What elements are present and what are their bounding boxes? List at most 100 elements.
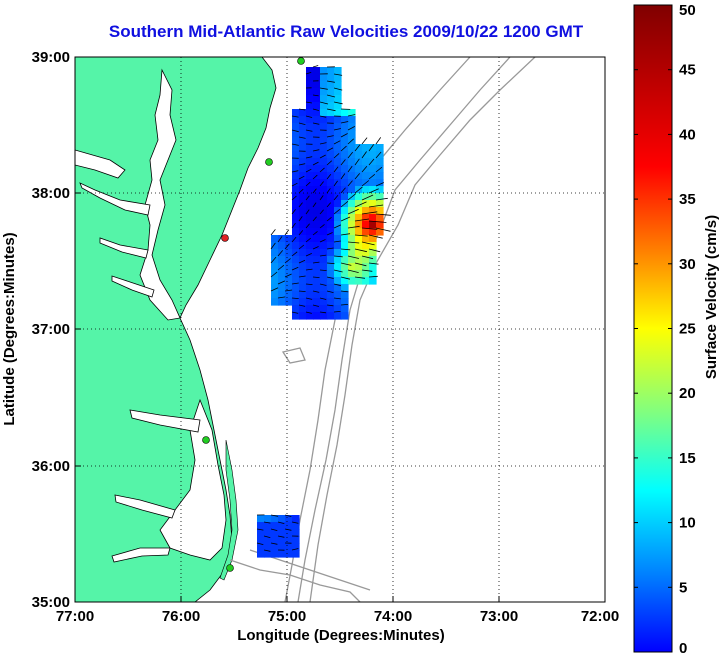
velocity-vector xyxy=(298,290,306,292)
velocity-cell xyxy=(327,186,335,194)
velocity-vector xyxy=(319,101,329,105)
velocity-vector xyxy=(305,223,310,229)
velocity-vector xyxy=(298,163,306,166)
colorbar-tick-label: 15 xyxy=(679,450,696,467)
velocity-vector xyxy=(319,311,327,314)
velocity-vectors xyxy=(256,65,391,552)
velocity-cell xyxy=(313,207,321,215)
velocity-cell xyxy=(313,200,321,208)
velocity-cell xyxy=(278,515,286,523)
velocity-cell xyxy=(341,228,349,236)
velocity-cell xyxy=(313,305,321,313)
velocity-vector xyxy=(319,269,327,271)
velocity-cell xyxy=(341,221,349,229)
velocity-vector xyxy=(326,135,334,138)
velocity-cell xyxy=(313,284,321,292)
velocity-cell xyxy=(257,543,265,551)
velocity-cell xyxy=(257,550,265,558)
velocity-cell xyxy=(278,529,286,537)
velocity-cell xyxy=(327,298,335,306)
velocity-vector xyxy=(333,101,343,105)
velocity-cell xyxy=(320,249,328,257)
velocity-cell xyxy=(292,305,300,313)
velocity-vector xyxy=(298,304,306,307)
velocity-cell xyxy=(327,263,335,271)
velocity-cell xyxy=(292,179,300,187)
velocity-cell xyxy=(341,284,349,292)
velocity-cell xyxy=(299,193,307,201)
velocity-cell xyxy=(292,291,300,299)
velocity-vector xyxy=(291,209,296,215)
velocity-cell xyxy=(369,242,377,250)
velocity-cell xyxy=(306,256,314,264)
velocity-vector xyxy=(305,129,313,132)
velocity-cell xyxy=(299,200,307,208)
velocity-cell xyxy=(348,130,356,138)
velocity-vector xyxy=(375,197,388,201)
velocity-cell xyxy=(334,116,342,124)
velocity-vector xyxy=(354,218,370,222)
velocity-vector xyxy=(333,166,339,173)
velocity-cell xyxy=(299,298,307,306)
velocity-cell xyxy=(320,109,328,117)
velocity-vector xyxy=(277,236,283,243)
velocity-cell xyxy=(299,228,307,236)
velocity-cell xyxy=(320,235,328,243)
velocity-cell xyxy=(341,298,349,306)
radar-station-marker xyxy=(202,436,210,444)
velocity-vector xyxy=(312,290,320,293)
velocity-cell xyxy=(376,186,384,194)
velocity-vector xyxy=(375,137,382,145)
velocity-vector xyxy=(312,261,320,264)
velocity-cell xyxy=(334,144,342,152)
velocity-cell xyxy=(334,165,342,173)
york-river xyxy=(111,275,155,298)
velocity-cell xyxy=(292,543,300,551)
velocity-cell xyxy=(334,284,342,292)
velocity-cell xyxy=(278,256,286,264)
velocity-cell xyxy=(355,277,363,285)
velocity-cell xyxy=(299,109,307,117)
velocity-cell xyxy=(292,172,300,180)
velocity-cell xyxy=(320,88,328,96)
velocity-cell xyxy=(362,256,370,264)
velocity-cell xyxy=(320,193,328,201)
grid xyxy=(75,57,605,602)
velocity-cell xyxy=(285,515,293,523)
velocity-vector xyxy=(333,269,343,273)
velocity-vector xyxy=(312,108,319,111)
velocity-cell xyxy=(362,172,370,180)
velocity-cell xyxy=(299,158,307,166)
velocity-cell xyxy=(292,214,300,222)
velocity-cell xyxy=(292,263,300,271)
velocity-cell xyxy=(320,179,328,187)
velocity-vector xyxy=(319,181,324,187)
velocity-cell xyxy=(341,305,349,313)
velocity-vector xyxy=(326,262,335,265)
velocity-vector xyxy=(319,115,327,118)
velocity-vector xyxy=(361,269,373,272)
velocity-cell xyxy=(320,74,328,82)
velocity-cell xyxy=(369,193,377,201)
velocity-vector xyxy=(340,200,349,208)
velocity-cell xyxy=(348,277,356,285)
velocity-vector xyxy=(312,304,319,307)
velocity-cell xyxy=(292,529,300,537)
velocity-vector xyxy=(340,121,349,124)
velocity-cell xyxy=(306,207,314,215)
velocity-cell xyxy=(306,221,314,229)
velocity-cell xyxy=(299,291,307,299)
velocity-cell xyxy=(292,298,300,306)
velocity-cell xyxy=(264,550,272,558)
velocity-cell xyxy=(320,242,328,250)
velocity-vector xyxy=(319,239,326,243)
velocity-cell xyxy=(292,158,300,166)
velocity-vector xyxy=(305,156,313,159)
velocity-cell xyxy=(299,165,307,173)
velocity-vector xyxy=(284,289,293,292)
velocity-cell xyxy=(341,116,349,124)
velocity-vector xyxy=(291,195,297,201)
velocity-vector xyxy=(368,262,379,265)
velocity-cell xyxy=(264,543,272,551)
velocity-cell xyxy=(299,172,307,180)
